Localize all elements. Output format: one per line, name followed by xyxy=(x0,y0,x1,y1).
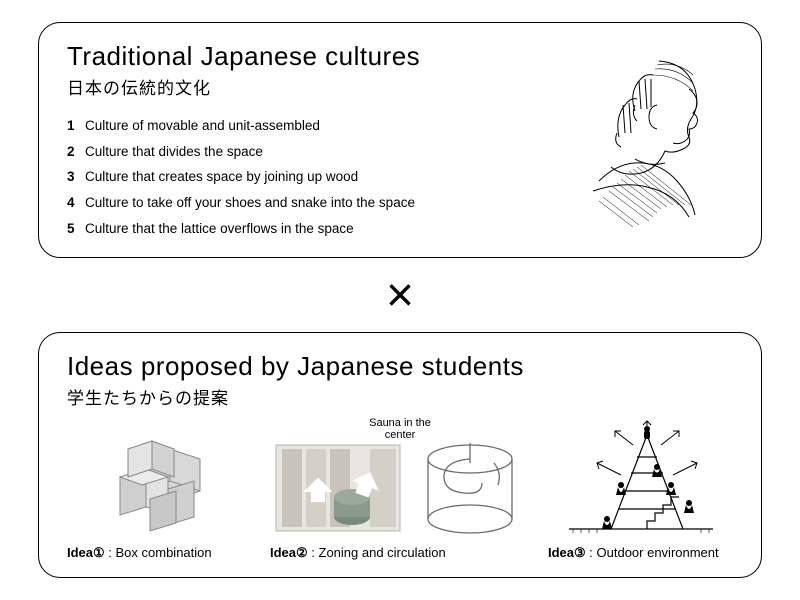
bottom-title-jp: 学生たちからの提案 xyxy=(67,384,733,409)
idea2-label-bold: Idea② xyxy=(270,545,308,560)
idea3-image xyxy=(548,419,733,539)
outdoor-environment-icon xyxy=(561,419,721,539)
idea-zoning-circulation: Sauna in the center xyxy=(270,419,530,561)
item-text: Culture of movable and unit-assembled xyxy=(85,113,320,139)
item-text: Culture that the lattice overflows in th… xyxy=(85,216,354,242)
item-number: 4 xyxy=(67,190,85,216)
idea-box-combination: Idea① : Box combination xyxy=(67,419,252,561)
bottom-title-en: Ideas proposed by Japanese students xyxy=(67,351,733,382)
sauna-label: Sauna in the center xyxy=(360,417,440,441)
item-text: Culture that divides the space xyxy=(85,139,263,165)
box-combination-icon xyxy=(90,419,230,539)
item-number: 1 xyxy=(67,113,85,139)
panel-traditional-cultures: Traditional Japanese cultures 日本の伝統的文化 1… xyxy=(38,22,762,258)
idea-outdoor-environment: Idea③ : Outdoor environment xyxy=(548,419,733,561)
idea1-label-rest: : Box combination xyxy=(105,545,212,560)
item-text: Culture that creates space by joining up… xyxy=(85,164,358,190)
idea2-image: Sauna in the center xyxy=(270,419,530,539)
item-number: 3 xyxy=(67,164,85,190)
item-number: 5 xyxy=(67,216,85,242)
item-number: 2 xyxy=(67,139,85,165)
idea3-caption: Idea③ : Outdoor environment xyxy=(548,545,733,561)
idea3-label-rest: : Outdoor environment xyxy=(586,545,719,560)
idea1-label-bold: Idea① xyxy=(67,545,105,560)
ideas-row: Idea① : Box combination Sauna in the cen… xyxy=(67,419,733,561)
cross-symbol: × xyxy=(0,268,800,324)
idea2-label-rest: : Zoning and circulation xyxy=(308,545,446,560)
idea1-image xyxy=(67,419,252,539)
idea1-caption: Idea① : Box combination xyxy=(67,545,252,561)
idea2-caption: Idea② : Zoning and circulation xyxy=(270,545,530,561)
figure-sketch-icon xyxy=(539,41,739,241)
item-text: Culture to take off your shoes and snake… xyxy=(85,190,415,216)
idea3-label-bold: Idea③ xyxy=(548,545,586,560)
panel-student-ideas: Ideas proposed by Japanese students 学生たち… xyxy=(38,332,762,578)
